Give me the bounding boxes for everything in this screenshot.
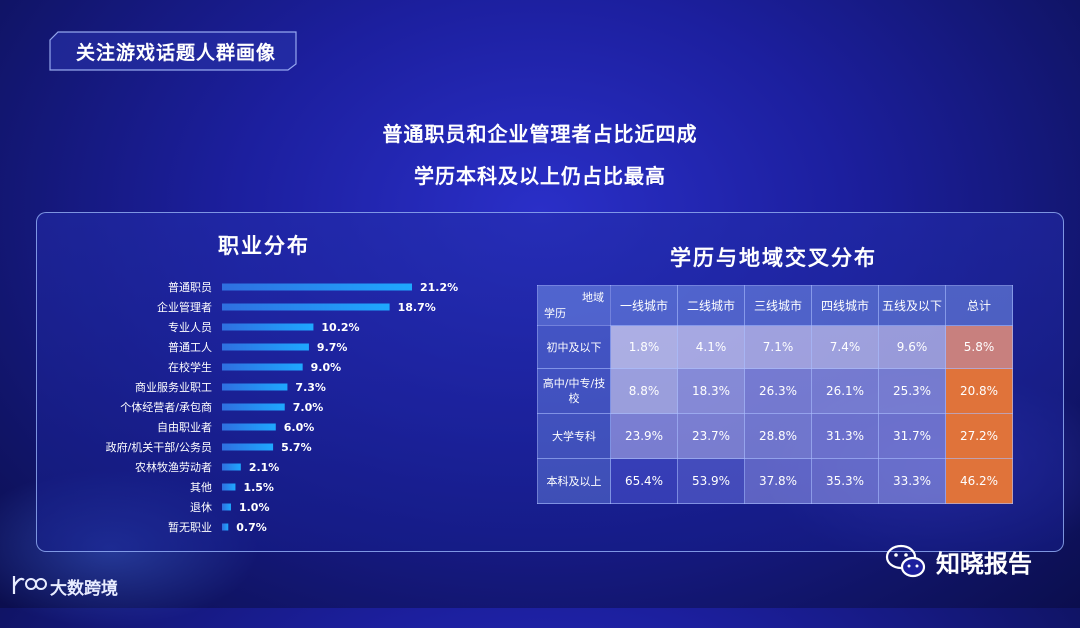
row-label: 初中及以下 bbox=[537, 325, 611, 369]
headline-line-1: 普通职员和企业管理者占比近四成 bbox=[382, 122, 698, 146]
bar bbox=[222, 343, 309, 351]
bar-value-label: 18.7% bbox=[398, 301, 436, 314]
table-cell: 18.3% bbox=[677, 368, 745, 414]
bar bbox=[222, 403, 285, 411]
section-tag-frame bbox=[49, 31, 297, 71]
bar-value-label: 9.7% bbox=[317, 341, 348, 354]
bar-category-label: 暂无职业 bbox=[168, 521, 212, 534]
bar-category-label: 自由职业者 bbox=[157, 420, 212, 434]
bar-value-label: 10.2% bbox=[321, 321, 359, 334]
bar-value-label: 1.0% bbox=[239, 501, 270, 514]
table-total-cell: 27.2% bbox=[945, 413, 1013, 459]
bar-value-label: 0.7% bbox=[236, 521, 267, 534]
table-cell: 23.9% bbox=[610, 413, 678, 459]
row-label-text: 高中/中专/技校 bbox=[542, 377, 606, 405]
bar-value-label: 21.2% bbox=[420, 281, 458, 294]
table-cell: 8.8% bbox=[610, 368, 678, 414]
table-cell: 35.3% bbox=[811, 458, 879, 504]
table-cell: 26.1% bbox=[811, 368, 879, 414]
bar bbox=[222, 443, 274, 451]
wechat-icon bbox=[885, 544, 926, 578]
bar bbox=[222, 363, 303, 371]
bar-category-label: 政府/机关干部/公务员 bbox=[106, 440, 212, 454]
table-header-row: 地域 学历 一线城市 二线城市 三线城市 四线城市 五线及以下 总计 bbox=[537, 285, 1013, 326]
table-cell: 37.8% bbox=[744, 458, 812, 504]
bar-value-label: 7.3% bbox=[295, 381, 326, 394]
row-label: 高中/中专/技校 bbox=[537, 368, 611, 414]
col-header-total: 总计 bbox=[945, 285, 1013, 326]
row-label: 本科及以上 bbox=[537, 458, 611, 504]
bar-category-label: 农林牧渔劳动者 bbox=[135, 460, 212, 474]
col-header-tier3: 三线城市 bbox=[744, 285, 812, 326]
bar bbox=[222, 503, 231, 511]
table-cell: 26.3% bbox=[744, 368, 812, 414]
bar-category-label: 在校学生 bbox=[168, 360, 212, 374]
bar-value-label: 2.1% bbox=[249, 461, 280, 474]
table-row: 大学专科 23.9% 23.7% 28.8% 31.3% 31.7% 27.2% bbox=[537, 413, 1013, 459]
bar-category-label: 普通职员 bbox=[168, 280, 212, 294]
bar-value-label: 6.0% bbox=[284, 421, 315, 434]
col-header-tier2: 二线城市 bbox=[677, 285, 745, 326]
bar-category-label: 专业人员 bbox=[168, 320, 212, 334]
section-title: 关注游戏话题人群画像 bbox=[76, 42, 277, 64]
bar bbox=[222, 303, 390, 311]
education-region-table: 地域 学历 一线城市 二线城市 三线城市 四线城市 五线及以下 总计 初中及以下… bbox=[537, 285, 1013, 504]
bar bbox=[222, 523, 229, 531]
brand-right-name: 知晓报告 bbox=[936, 550, 1032, 578]
bar bbox=[222, 463, 241, 471]
table-row: 本科及以上 65.4% 53.9% 37.8% 35.3% 33.3% 46.2… bbox=[537, 458, 1013, 504]
table-cell: 23.7% bbox=[677, 413, 745, 459]
corner-education-label: 学历 bbox=[544, 307, 566, 320]
table-cell: 65.4% bbox=[610, 458, 678, 504]
bar-category-label: 商业服务业职工 bbox=[135, 380, 212, 394]
table-total-cell: 5.8% bbox=[945, 325, 1013, 369]
table-cell: 4.1% bbox=[677, 325, 745, 369]
table-total-cell: 46.2% bbox=[945, 458, 1013, 504]
table-row: 高中/中专/技校 8.8% 18.3% 26.3% 26.1% 25.3% 20… bbox=[537, 368, 1013, 414]
bar-category-label: 普通工人 bbox=[168, 340, 212, 354]
bar-value-label: 7.0% bbox=[293, 401, 324, 414]
bar-category-label: 其他 bbox=[190, 481, 212, 494]
bar bbox=[222, 483, 236, 491]
occupation-chart-title: 职业分布 bbox=[218, 234, 310, 258]
brand-logo-icon bbox=[12, 576, 47, 594]
table-corner-cell: 地域 学历 bbox=[537, 285, 611, 326]
table-total-cell: 20.8% bbox=[945, 368, 1013, 414]
headline-line-2: 学历本科及以上仍占比最高 bbox=[414, 164, 666, 188]
bar bbox=[222, 323, 314, 331]
cross-table-title: 学历与地域交叉分布 bbox=[670, 246, 877, 270]
table-cell: 7.1% bbox=[744, 325, 812, 369]
brand-left-name: 大数跨境 bbox=[50, 579, 118, 599]
bar-value-label: 5.7% bbox=[281, 441, 312, 454]
corner-region-label: 地域 bbox=[582, 291, 604, 304]
bar bbox=[222, 423, 276, 431]
bar bbox=[222, 383, 288, 391]
occupation-bar-chart: 普通职员 21.2% 企业管理者 18.7% 专业人员 10.2% 普通工人 9.7% 在校学生… bbox=[106, 280, 458, 534]
bar bbox=[222, 283, 412, 291]
table-cell: 33.3% bbox=[878, 458, 946, 504]
col-header-tier4: 四线城市 bbox=[811, 285, 879, 326]
bar-category-label: 企业管理者 bbox=[157, 300, 212, 314]
col-header-tier1: 一线城市 bbox=[610, 285, 678, 326]
table-cell: 31.3% bbox=[811, 413, 879, 459]
bar-value-label: 1.5% bbox=[243, 481, 274, 494]
bar-value-label: 9.0% bbox=[311, 361, 342, 374]
bar-category-label: 个体经营者/承包商 bbox=[120, 400, 212, 414]
bar-category-label: 退休 bbox=[190, 501, 212, 514]
row-label: 大学专科 bbox=[537, 413, 611, 459]
section-tag: 关注游戏话题人群画像 bbox=[48, 28, 300, 72]
table-cell: 53.9% bbox=[677, 458, 745, 504]
table-row: 初中及以下 1.8% 4.1% 7.1% 7.4% 9.6% 5.8% bbox=[537, 325, 1013, 369]
table-cell: 1.8% bbox=[610, 325, 678, 369]
table-cell: 28.8% bbox=[744, 413, 812, 459]
table-cell: 31.7% bbox=[878, 413, 946, 459]
table-cell: 9.6% bbox=[878, 325, 946, 369]
col-header-tier5: 五线及以下 bbox=[878, 285, 946, 326]
table-cell: 7.4% bbox=[811, 325, 879, 369]
table-cell: 25.3% bbox=[878, 368, 946, 414]
